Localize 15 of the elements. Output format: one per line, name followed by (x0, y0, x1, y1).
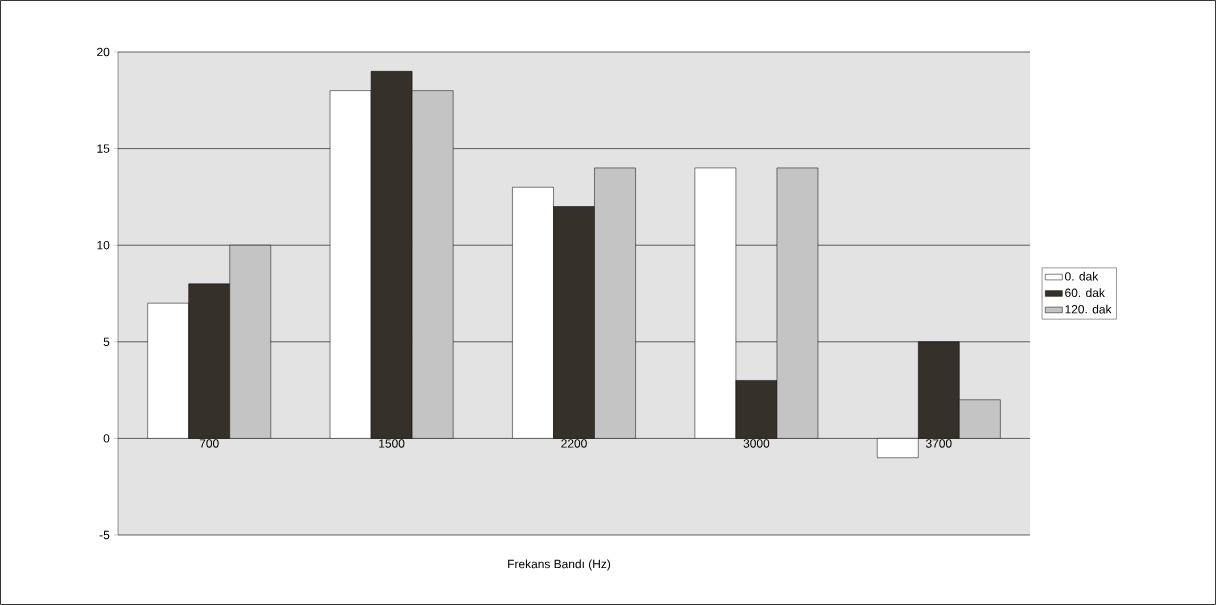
legend-label: 60. dak (1065, 288, 1105, 298)
y-tick-label: 0 (103, 434, 110, 443)
x-tick-label: 3000 (743, 439, 770, 448)
legend-label: 0. dak (1065, 271, 1099, 281)
x-tick-label: 2200 (561, 439, 587, 448)
y-tick-label: 10 (97, 240, 110, 250)
x-tick-label: 1500 (379, 439, 405, 448)
x-axis-title: Frekans Bandı (Hz) (508, 559, 611, 571)
y-tick-label: 15 (97, 144, 110, 153)
x-tick-label: 700 (199, 439, 219, 448)
legend-label: 120. dak (1065, 304, 1112, 314)
y-tick-label: -5 (99, 530, 110, 540)
y-tick-label: 20 (97, 47, 110, 57)
x-tick-label: 3700 (925, 439, 952, 448)
y-tick-label: 5 (103, 337, 110, 346)
